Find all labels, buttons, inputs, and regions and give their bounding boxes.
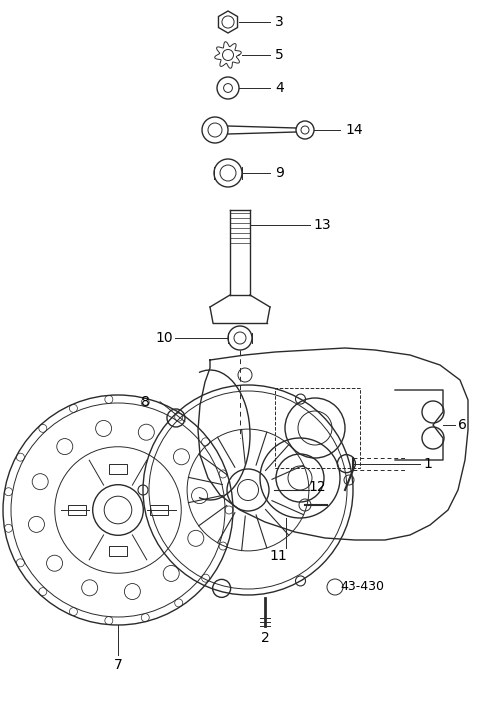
Bar xyxy=(109,464,127,474)
Text: 7: 7 xyxy=(114,658,122,672)
Bar xyxy=(68,505,85,515)
Text: 43-430: 43-430 xyxy=(340,580,384,593)
Bar xyxy=(109,547,127,556)
Text: 12: 12 xyxy=(308,480,326,494)
Bar xyxy=(150,505,168,515)
Text: 1: 1 xyxy=(423,457,432,471)
Text: 14: 14 xyxy=(345,123,362,137)
Text: 10: 10 xyxy=(156,331,173,345)
Text: 11: 11 xyxy=(269,549,287,563)
Text: 6: 6 xyxy=(458,418,467,432)
Text: 2: 2 xyxy=(261,631,269,645)
Text: 5: 5 xyxy=(275,48,284,62)
Bar xyxy=(275,388,360,468)
Text: 13: 13 xyxy=(313,218,331,232)
Text: 8: 8 xyxy=(141,395,150,408)
Text: 9: 9 xyxy=(275,166,284,180)
Text: 3: 3 xyxy=(275,15,284,29)
Text: 4: 4 xyxy=(275,81,284,95)
